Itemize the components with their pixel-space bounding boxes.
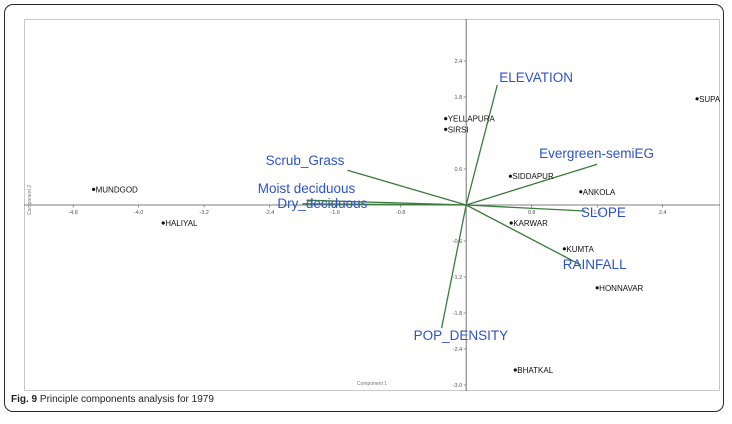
loading-label: SLOPE: [581, 205, 626, 220]
x-tick-label: -0.8: [396, 210, 405, 216]
loading-label: Dry_deciduous: [277, 196, 367, 211]
loading-label: RAINFALL: [563, 257, 627, 272]
observation-point: [695, 97, 699, 101]
x-tick-label: -2.4: [265, 210, 274, 216]
y-tick-label: -1.2: [453, 275, 462, 281]
observation-label: SIDDAPUR: [512, 172, 554, 181]
x-tick-label: -1.6: [330, 210, 339, 216]
figure-caption: Fig. 9 Principle components analysis for…: [11, 394, 214, 405]
observation-label: YELLAPURA: [448, 115, 496, 124]
observation-label: MUNDGOD: [96, 185, 138, 194]
observation-point: [595, 286, 599, 290]
y-tick-label: -0.6: [453, 239, 462, 245]
figure-caption-text: Principle components analysis for 1979: [37, 394, 214, 405]
observation-point: [509, 221, 513, 225]
loading-vectors: ELEVATION Evergreen-semiEG Scrub_Grass Mois…: [258, 70, 654, 343]
loading-vector: [302, 203, 467, 206]
x-tick-label: -3.2: [199, 210, 208, 216]
y-tick-label: 2.4: [455, 59, 463, 65]
loading-label: Evergreen-semiEG: [539, 146, 654, 161]
y-axis-title: Component 2: [27, 185, 33, 215]
loading-label: Scrub_Grass: [266, 153, 345, 168]
y-tick-label: 1.8: [455, 95, 463, 101]
observation-label: BHATKAL: [517, 366, 553, 375]
observation-label: ANKOLA: [583, 188, 616, 197]
loading-vector: [465, 163, 598, 206]
observation-point: [579, 190, 583, 194]
y-tick-label: -1.8: [453, 311, 462, 317]
observation-label: HALIYAL: [165, 219, 198, 228]
loading-vector: [466, 204, 585, 212]
observation-point: [161, 221, 165, 225]
x-tick-label: 1.6: [593, 210, 601, 216]
y-tick-label: 0.6: [455, 167, 463, 173]
x-tick-label: -4.8: [68, 210, 77, 216]
observation-point: [508, 174, 512, 178]
observation-label: KUMTA: [566, 245, 594, 254]
observation-point: [444, 127, 448, 131]
x-tick-label: 0.8: [528, 210, 536, 216]
y-tick-label: -3.0: [453, 383, 462, 389]
loading-vector: [347, 169, 467, 206]
loading-vector: [465, 84, 498, 206]
observation-point: [513, 368, 517, 372]
y-tick-label: -2.4: [453, 347, 462, 353]
observation-point: [92, 187, 96, 191]
loading-label: POP_DENSITY: [414, 328, 509, 343]
loading-vector: [440, 204, 467, 329]
observation-point: [444, 117, 448, 121]
loading-vector: [465, 204, 582, 266]
axes: -4.8 -4.0 -3.2 -2.4 -1.6 -0.8 0.8 1.6 2.4 2.4 1.8 0…: [24, 19, 720, 391]
x-tick-label: 2.4: [659, 210, 667, 216]
observation-label: SIRSI: [448, 125, 469, 134]
observation-label: KARWAR: [513, 219, 548, 228]
observation-point: [562, 247, 567, 251]
x-axis-title: Component 1: [357, 381, 387, 387]
x-tick-label: -4.0: [134, 210, 143, 216]
figure-number: Fig. 9: [11, 394, 38, 405]
figure-frame: [4, 4, 724, 412]
loading-label: Moist deciduous: [258, 181, 356, 196]
loading-label: ELEVATION: [499, 70, 573, 85]
observation-label: HONNAVAR: [599, 284, 643, 293]
observation-label: SUPA: [699, 95, 721, 104]
